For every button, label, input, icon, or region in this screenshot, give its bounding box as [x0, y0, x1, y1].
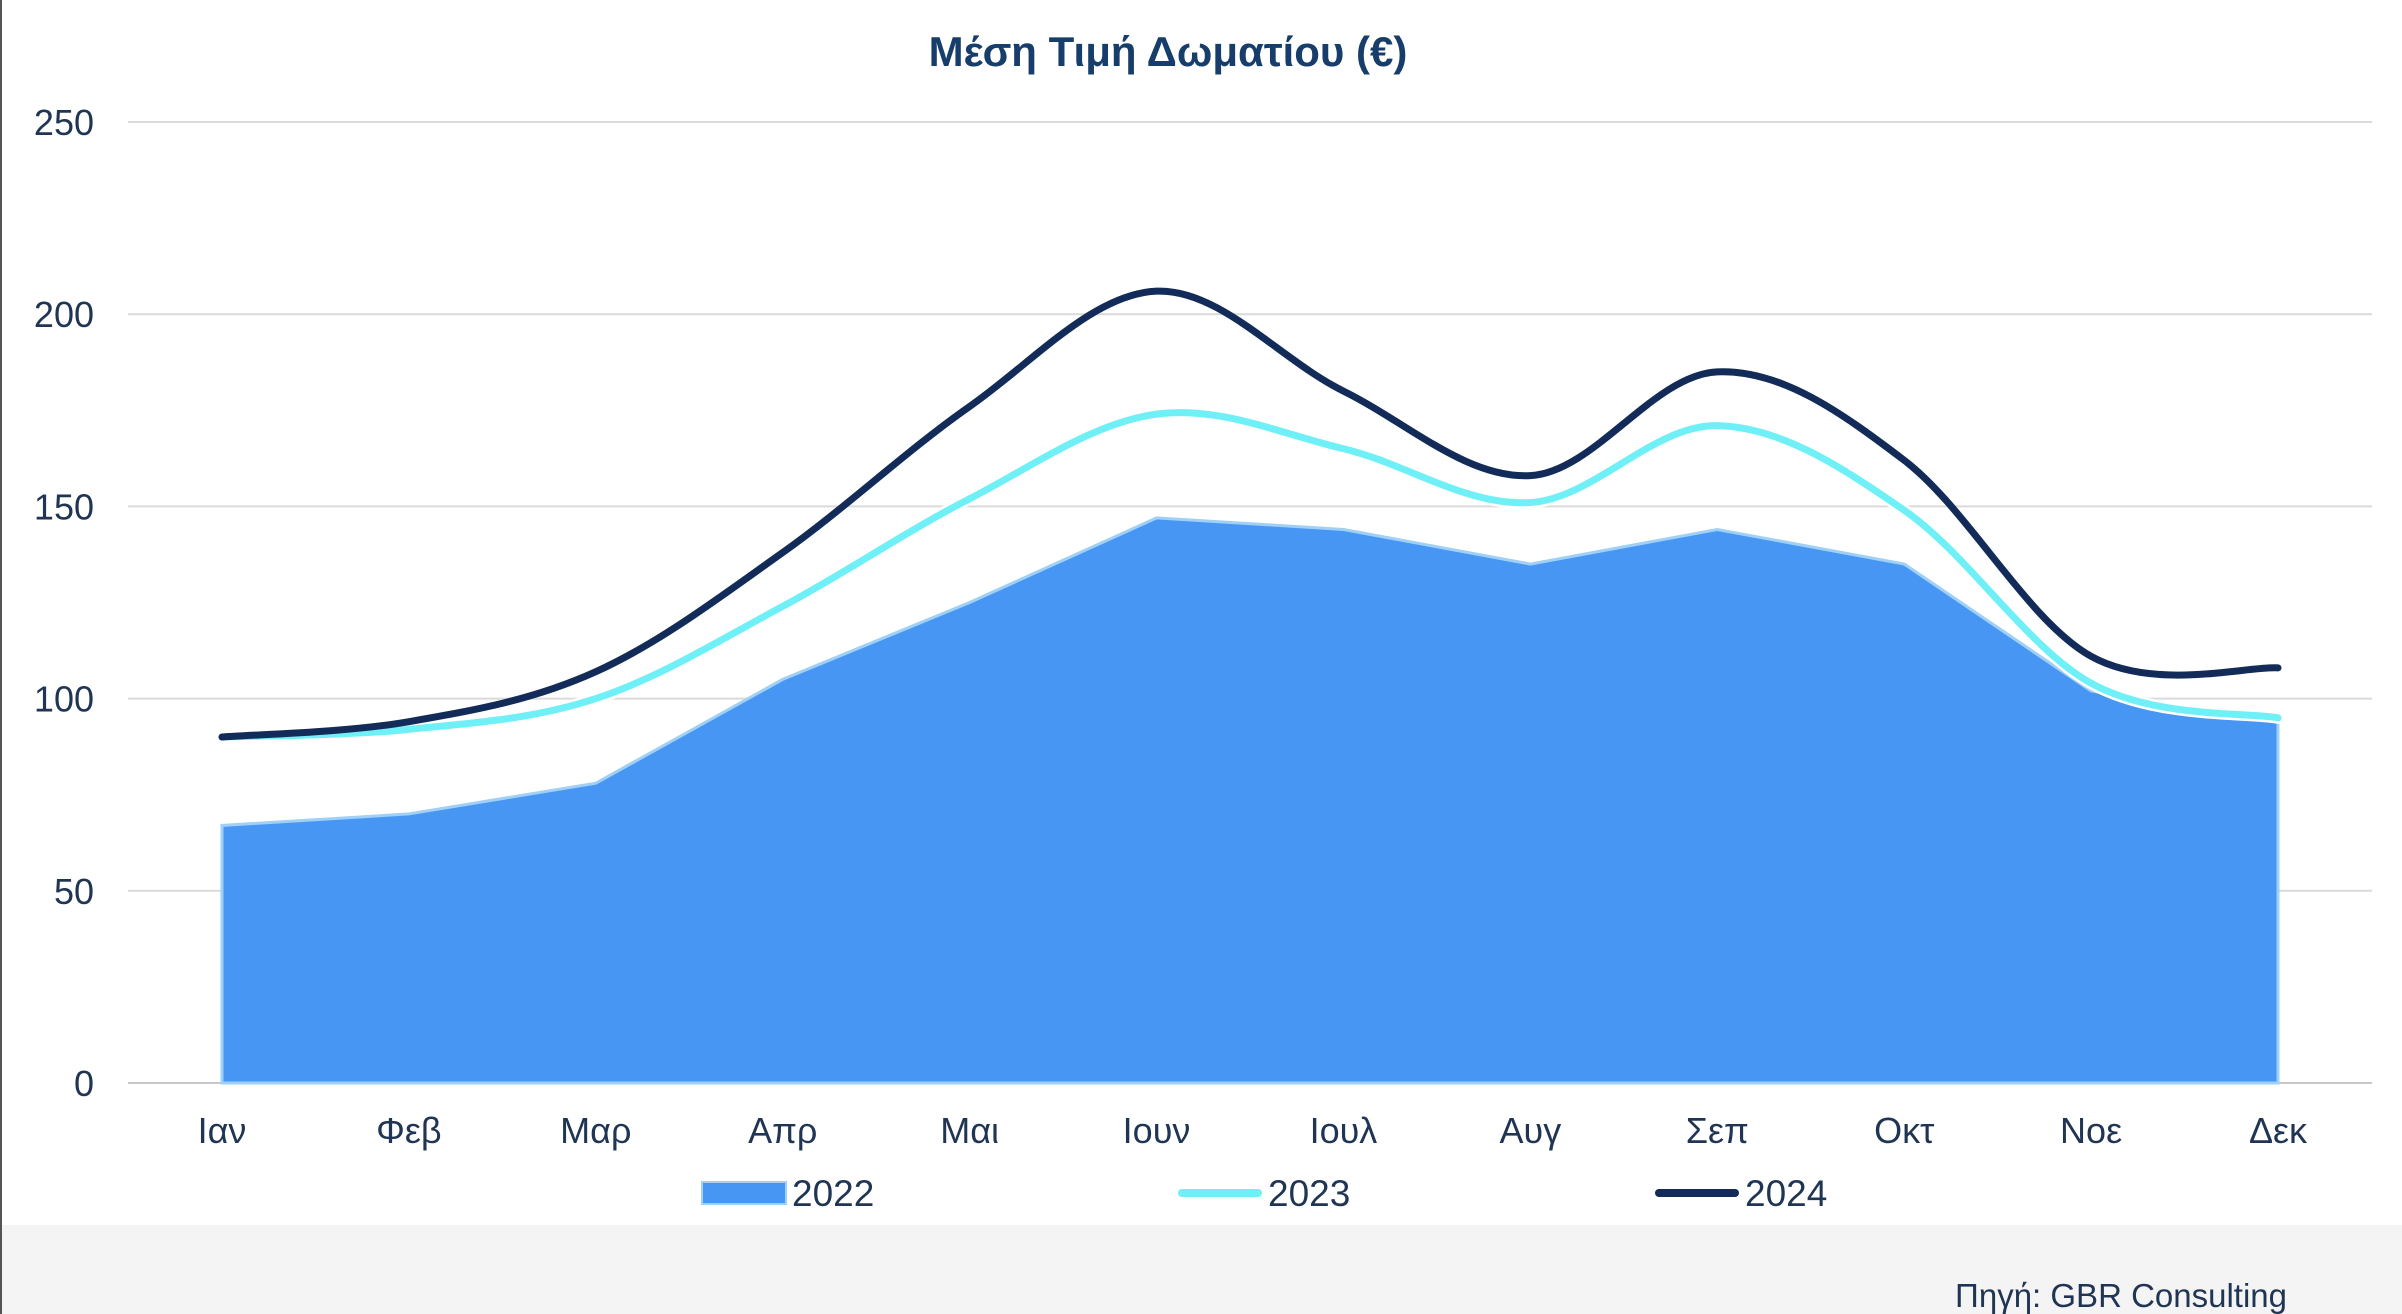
x-tick-label-5: Μαι	[940, 1110, 999, 1151]
y-tick-label-150: 150	[34, 486, 94, 527]
x-tick-label-6: Ιουν	[1123, 1110, 1191, 1151]
legend-item-2022: 2022	[701, 1173, 874, 1214]
y-tick-label-100: 100	[34, 679, 94, 720]
plot-area	[216, 287, 2284, 1085]
series-2023-line	[218, 409, 2282, 741]
x-tick-label-12: Δεκ	[2249, 1110, 2308, 1151]
x-tick-label-8: Αυγ	[1500, 1110, 1562, 1151]
legend-swatch-2022	[701, 1181, 787, 1205]
x-tick-label-7: Ιουλ	[1310, 1110, 1378, 1151]
x-axis-ticks: Ιαν Φεβ Μαρ Απρ Μαι Ιουν Ιουλ Αυγ Σεπ Οκτ Νοε Δεκ	[198, 1110, 2308, 1151]
legend-item-2024: 2024	[1655, 1173, 1827, 1214]
chart-title: Μέση Τιμή Δωματίου (€)	[929, 28, 1408, 75]
legend-label-2024: 2024	[1745, 1173, 1827, 1214]
legend-item-2023: 2023	[1178, 1173, 1350, 1214]
legend-label-2022: 2022	[792, 1173, 874, 1214]
source-note: Πηγή: GBR Consulting	[1955, 1277, 2287, 1314]
legend: 2022 2023 2024	[701, 1173, 1827, 1214]
series-2024-line	[218, 287, 2282, 741]
legend-label-2023: 2023	[1268, 1173, 1350, 1214]
y-axis-ticks: 0 50 100 150 200 250	[34, 102, 94, 1104]
x-tick-label-9: Σεπ	[1686, 1110, 1749, 1151]
x-tick-label-11: Νοε	[2060, 1110, 2122, 1151]
y-tick-label-0: 0	[74, 1063, 94, 1104]
x-tick-label-3: Μαρ	[560, 1110, 631, 1151]
x-tick-label-1: Ιαν	[198, 1110, 247, 1151]
footer-band	[0, 1225, 2402, 1314]
y-tick-label-250: 250	[34, 102, 94, 143]
x-tick-label-2: Φεβ	[376, 1110, 441, 1151]
x-tick-label-4: Απρ	[748, 1110, 817, 1151]
y-tick-label-200: 200	[34, 294, 94, 335]
y-tick-label-50: 50	[54, 871, 94, 912]
x-tick-label-10: Οκτ	[1874, 1110, 1934, 1151]
